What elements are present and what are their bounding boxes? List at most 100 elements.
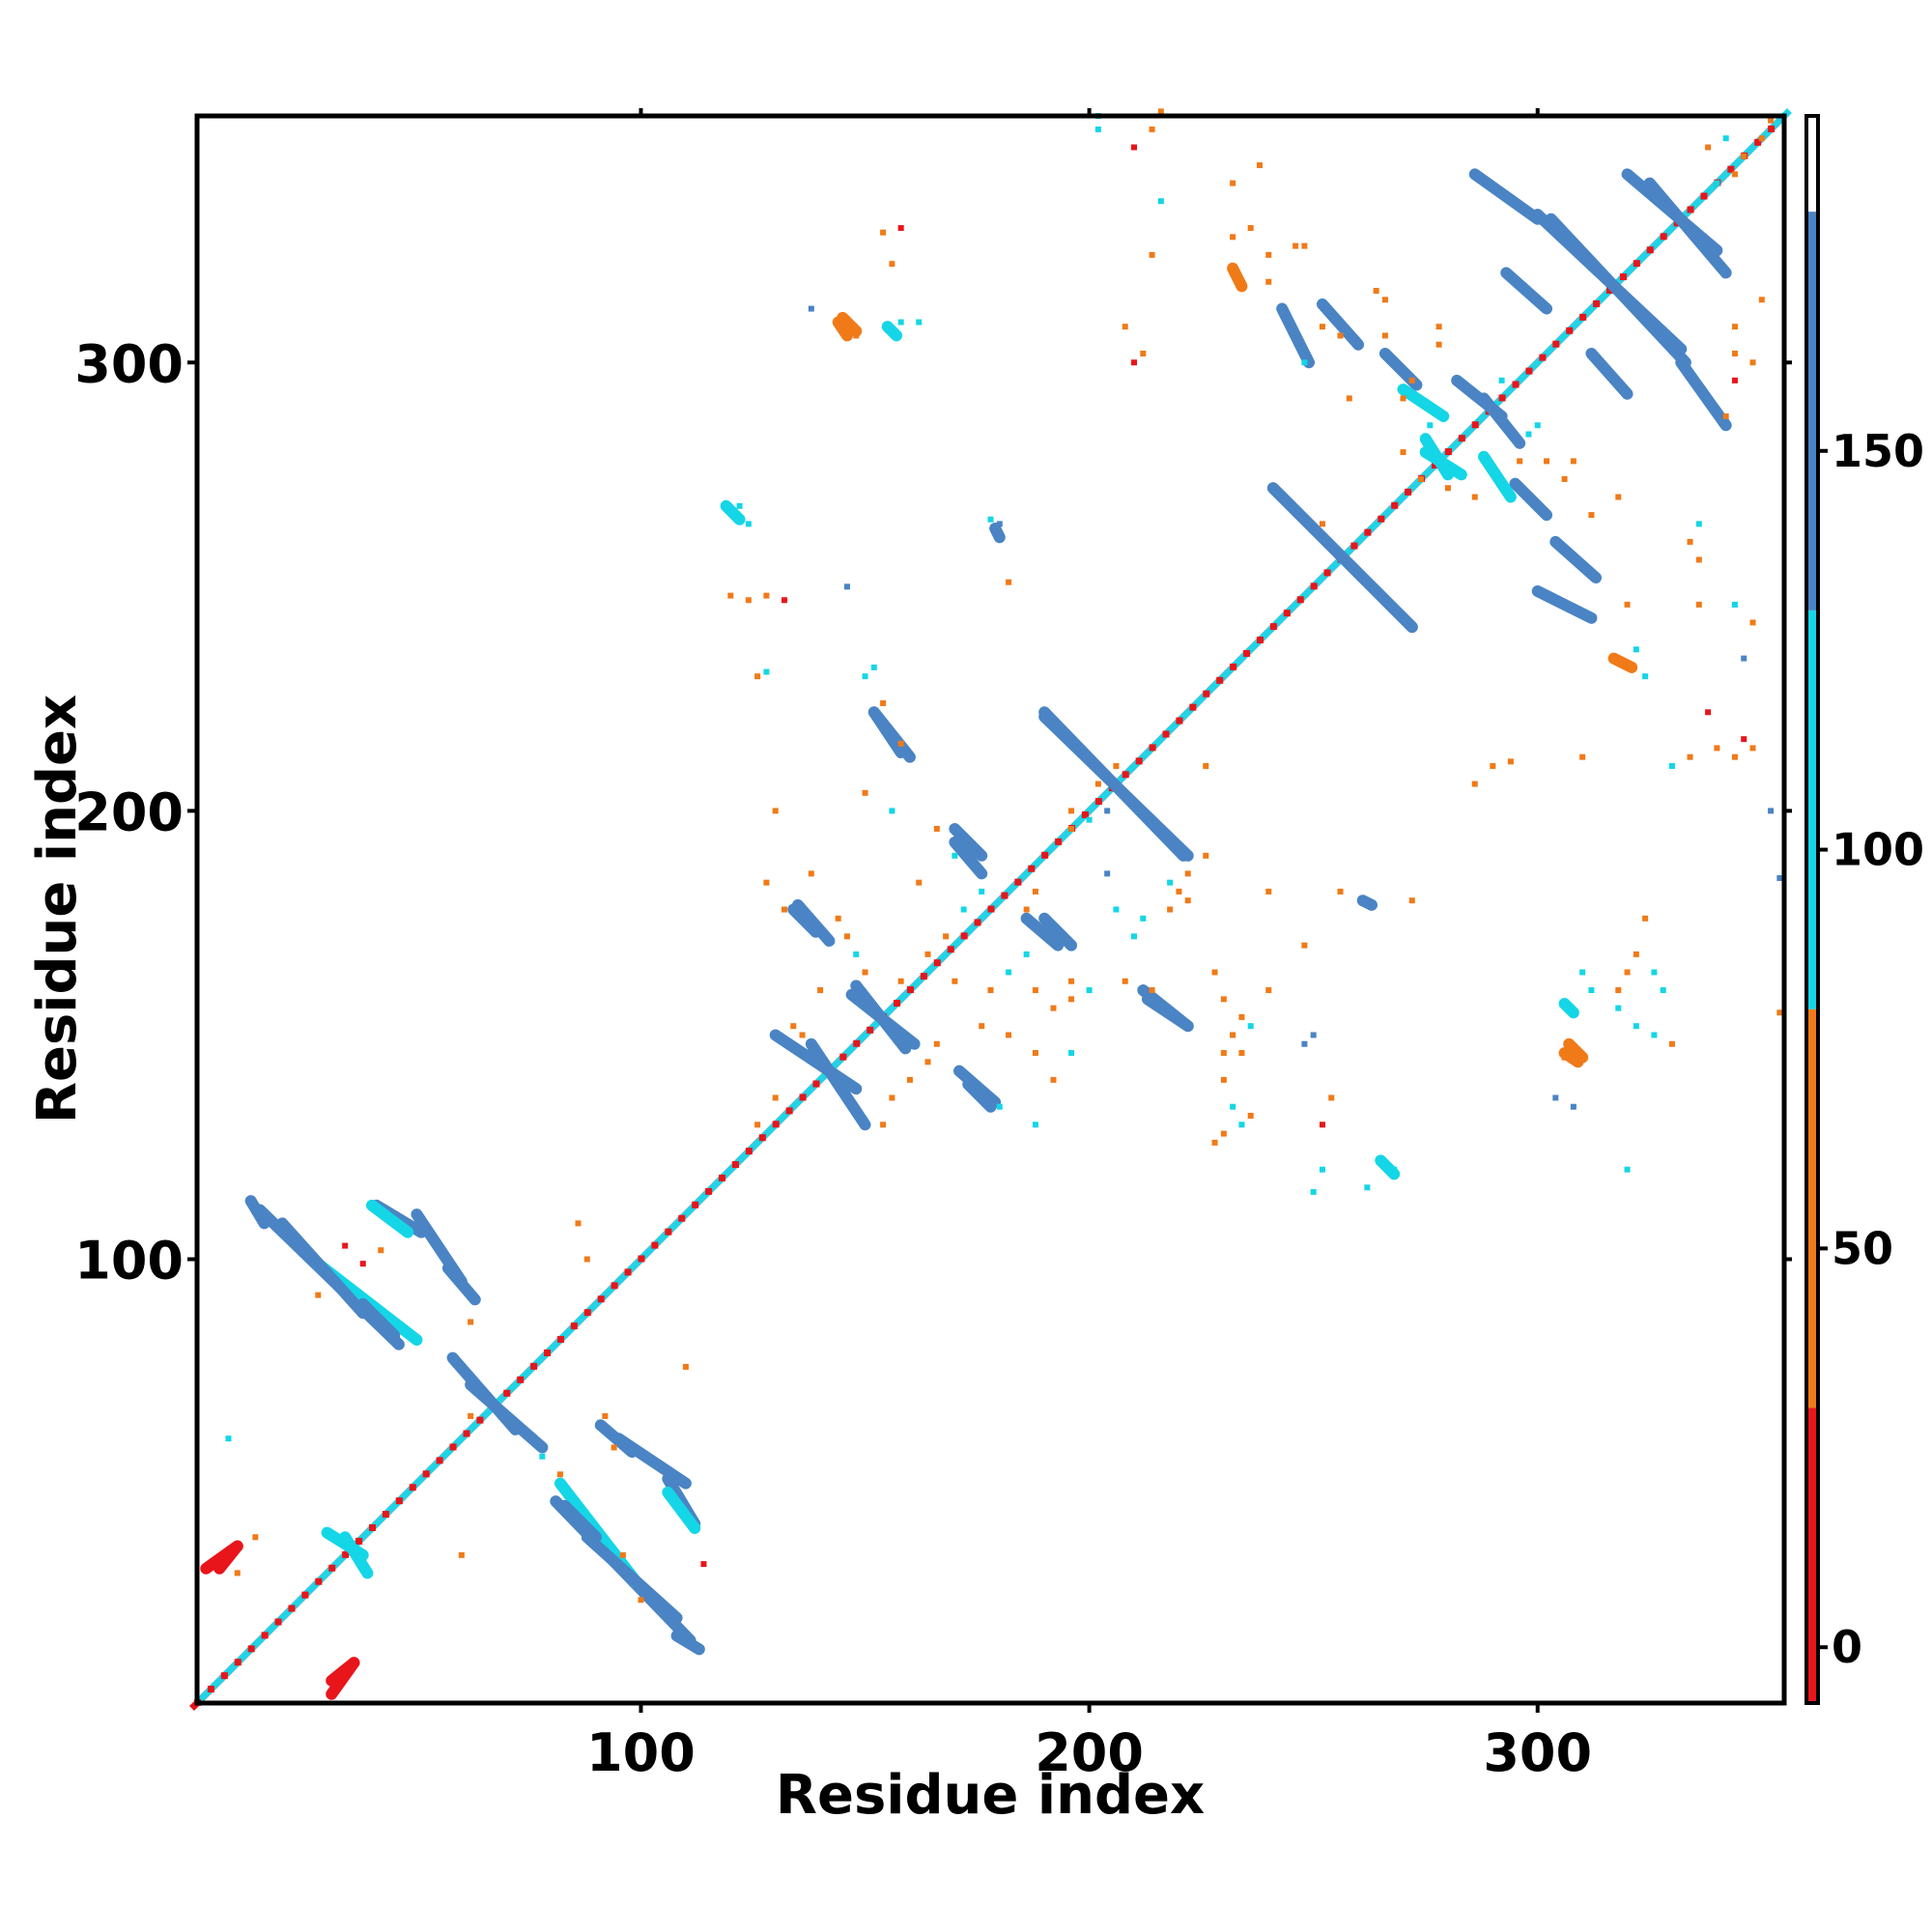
contact-point-144 (1731, 324, 1738, 330)
contact-point-128 (1687, 753, 1693, 760)
contact-point-20 (763, 879, 770, 886)
contact-features (200, 168, 1732, 1700)
contact-point-93 (1293, 242, 1299, 249)
contact-point-25 (843, 933, 850, 940)
contact-feature-mirror-34 (1397, 384, 1450, 422)
contact-point-197 (1050, 1005, 1057, 1011)
contact-point-34 (1032, 1050, 1038, 1057)
contact-point-84 (1149, 251, 1155, 258)
colorbar-tick-label: 50 (1832, 1222, 1893, 1274)
contact-feature-8 (670, 1630, 705, 1656)
diagonal-cell (1405, 488, 1412, 496)
diagonal-cell (1323, 569, 1331, 577)
diagonal-cell (745, 1148, 753, 1155)
contact-feature-mirror-37 (832, 316, 853, 342)
diagonal-cell (933, 959, 941, 967)
contact-point-18 (611, 1444, 617, 1451)
contact-point-139 (1731, 350, 1738, 356)
contact-point-120 (1561, 475, 1568, 482)
diagonal-cell (449, 1443, 457, 1451)
contact-point-87 (1086, 816, 1093, 823)
contact-point-118 (1534, 422, 1541, 429)
contact-point-60 (880, 700, 887, 707)
contact-feature-37 (1558, 1047, 1584, 1068)
contact-point-147 (1776, 1009, 1783, 1016)
diagonal-cell (867, 1026, 874, 1034)
contact-point-231 (1247, 1023, 1254, 1030)
diagonal-cell (1593, 299, 1601, 307)
contact-point-166 (1624, 969, 1631, 976)
contact-point-40 (1184, 870, 1191, 877)
contact-point-167 (1633, 951, 1639, 957)
contact-point-28 (897, 978, 904, 984)
contact-feature-29 (1509, 477, 1553, 522)
contact-point-149 (1722, 135, 1729, 142)
diagonal-cell (1444, 448, 1452, 456)
diagonal-cell (624, 1268, 632, 1276)
diagonal-cell (719, 1174, 726, 1181)
contact-feature-mirror-18 (949, 836, 988, 880)
diagonal-cell (1754, 138, 1762, 146)
contact-point-92 (1265, 251, 1272, 258)
colorbar-band-2 (1806, 610, 1818, 1009)
diagonal-cell (812, 1080, 820, 1088)
diagonal-cell (1660, 233, 1667, 241)
diagonal-cell (1498, 394, 1506, 402)
contact-point-117 (1525, 431, 1532, 438)
contact-point-192 (1471, 781, 1478, 787)
contact-feature-5 (558, 1499, 603, 1544)
diagonal-cell (395, 1497, 403, 1505)
contact-point-115 (1498, 377, 1505, 384)
diagonal-cell (1243, 649, 1251, 657)
diagonal-cell (301, 1591, 309, 1599)
contact-point-6 (378, 1247, 384, 1254)
contact-point-19 (539, 1453, 546, 1460)
contact-point-82 (1131, 359, 1138, 366)
diagonal-cell (1081, 811, 1089, 819)
diagonal-band (189, 108, 1792, 1711)
diagonal-cell (583, 1309, 591, 1317)
contact-point-51 (933, 825, 940, 832)
contact-feature-mirror-36 (1563, 1037, 1589, 1064)
contact-feature-7 (662, 1486, 701, 1534)
contact-point-56 (763, 592, 770, 599)
contact-point-204 (924, 1059, 931, 1065)
contact-point-125 (1633, 646, 1639, 653)
diagonal-cell (261, 1632, 269, 1639)
contact-point-22 (781, 906, 788, 913)
contact-point-154 (1695, 556, 1702, 563)
diagonal-cell (799, 1094, 807, 1101)
contact-point-35 (1050, 1076, 1057, 1083)
diagonal-cell (1566, 327, 1574, 334)
contact-point-38 (1122, 978, 1128, 984)
contact-point-169 (1633, 1023, 1639, 1030)
contact-feature-34 (1478, 450, 1517, 503)
diagonal-cell (1633, 260, 1640, 268)
contact-point-113 (1444, 485, 1451, 492)
contact-point-157 (1490, 762, 1496, 769)
diagonal-cell (597, 1295, 605, 1303)
contact-point-58 (843, 583, 850, 590)
diagonal-cell (1458, 435, 1465, 442)
diagonal-cell (436, 1457, 443, 1464)
contact-point-223 (1131, 933, 1138, 940)
diagonal-cell (530, 1362, 538, 1370)
contact-point-90 (1230, 234, 1236, 241)
contact-point-59 (862, 673, 868, 680)
diagonal-cell (1619, 273, 1627, 281)
contact-feature-31 (1356, 895, 1378, 911)
diagonal-cell (678, 1214, 686, 1222)
contact-feature-mirror-8 (244, 1195, 270, 1230)
contact-point-205 (906, 1076, 913, 1083)
diagonal-cell (1391, 501, 1399, 509)
contact-point-202 (952, 978, 958, 984)
contact-point-134 (1695, 601, 1702, 608)
contact-feature-30 (1531, 584, 1598, 624)
contact-point-41 (1203, 852, 1209, 859)
contact-point-12 (602, 1412, 609, 1419)
contact-feature-mirror-4 (411, 1208, 468, 1288)
contact-point-210 (754, 1122, 761, 1128)
contact-feature-mirror-7 (366, 1199, 414, 1238)
contact-point-2 (252, 1534, 259, 1541)
